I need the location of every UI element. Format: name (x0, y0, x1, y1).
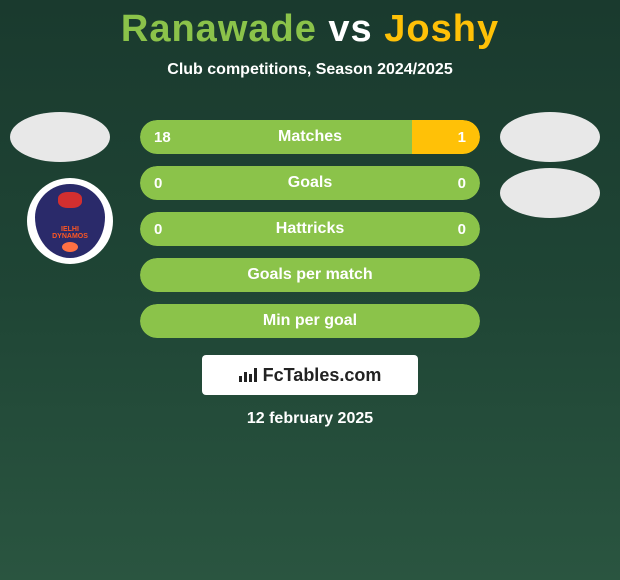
stat-bar-goals: 0 Goals 0 (140, 166, 480, 200)
player1-club-logo: IELHI DYNAMOS (27, 178, 113, 264)
stat-bar-hattricks: 0 Hattricks 0 (140, 212, 480, 246)
club-logo-text: IELHI DYNAMOS (52, 226, 88, 240)
subtitle: Club competitions, Season 2024/2025 (0, 61, 620, 79)
stat-bar-min-per-goal: Min per goal (140, 304, 480, 338)
club-logo-decoration (58, 192, 82, 208)
stat-value-right: 0 (458, 175, 466, 192)
stats-container: 18 Matches 1 0 Goals 0 0 Hattricks 0 Goa… (140, 120, 480, 350)
date-text: 12 february 2025 (247, 410, 373, 428)
stat-fill-left (140, 120, 412, 154)
chart-icon (239, 368, 257, 382)
stat-bar-matches: 18 Matches 1 (140, 120, 480, 154)
player1-avatar (10, 112, 110, 162)
vs-text: vs (328, 8, 372, 50)
player1-name: Ranawade (121, 8, 317, 50)
stat-value-left: 18 (154, 129, 171, 146)
branding-text: FcTables.com (263, 365, 382, 386)
player2-avatar (500, 112, 600, 162)
stat-label: Matches (278, 128, 342, 146)
stat-bar-goals-per-match: Goals per match (140, 258, 480, 292)
stat-value-left: 0 (154, 221, 162, 238)
club-logo-decoration (62, 242, 78, 252)
player2-name: Joshy (384, 8, 499, 50)
stat-fill-right (412, 120, 480, 154)
stat-label: Goals per match (247, 266, 372, 284)
player2-club-avatar (500, 168, 600, 218)
comparison-title: Ranawade vs Joshy (0, 0, 620, 51)
stat-value-right: 1 (458, 129, 466, 146)
stat-label: Hattricks (276, 220, 344, 238)
stat-value-right: 0 (458, 221, 466, 238)
stat-value-left: 0 (154, 175, 162, 192)
branding-badge[interactable]: FcTables.com (202, 355, 418, 395)
stat-label: Goals (288, 174, 332, 192)
stat-label: Min per goal (263, 312, 357, 330)
